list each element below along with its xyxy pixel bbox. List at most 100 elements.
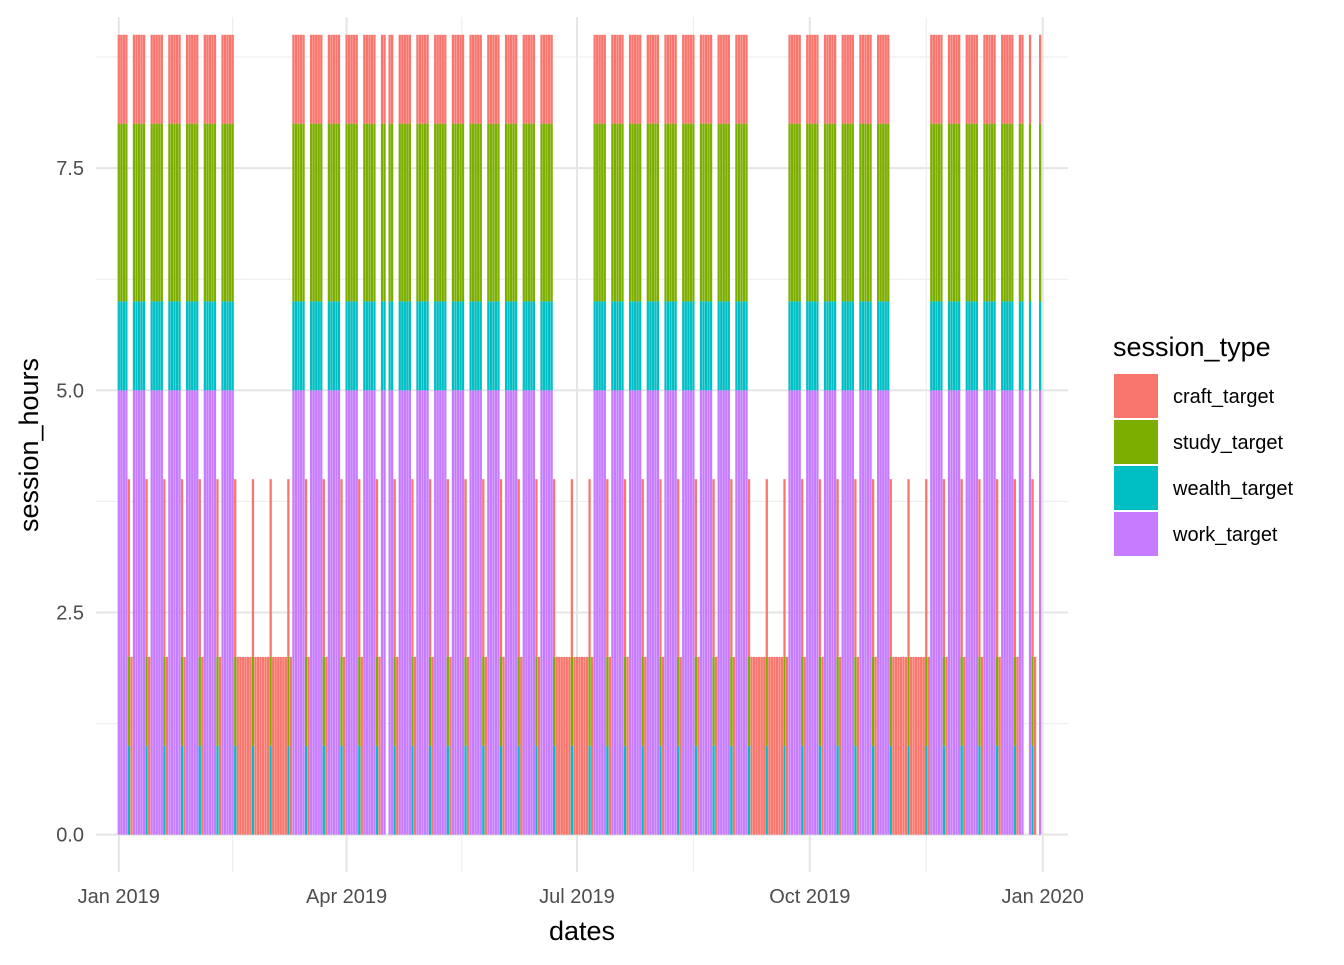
bar-segment-work_target: [628, 390, 632, 835]
bar-segment-work_target: [851, 390, 854, 835]
bar-segment-wealth_target: [887, 301, 890, 391]
bar-segment-study_target: [747, 656, 751, 746]
bar-segment-craft_target: [613, 34, 617, 124]
bar-segment-work_target: [841, 390, 844, 835]
bar-segment-study_target: [446, 656, 449, 746]
bar-segment-craft_target: [310, 34, 313, 124]
bar-segment-wealth_target: [507, 301, 510, 391]
bar-segment-wealth_target: [844, 301, 847, 391]
bar-segment-study_target: [477, 123, 480, 302]
bar-segment-wealth_target: [958, 301, 961, 391]
bar-segment-study_target: [930, 123, 933, 302]
bar-segment-study_target: [965, 123, 968, 302]
bar-segment-study_target: [170, 123, 174, 302]
bar-segment-wealth_target: [618, 301, 622, 391]
bar-segment-work_target: [173, 390, 176, 835]
bar-segment-craft_target: [208, 34, 212, 124]
bar-segment-study_target: [532, 123, 536, 302]
bar-segment-craft_target: [565, 656, 568, 835]
bar-segment-study_target: [689, 123, 692, 302]
bar-segment-wealth_target: [436, 301, 439, 391]
bar-segment-study_target: [621, 123, 624, 302]
bar-segment-work_target: [993, 390, 996, 835]
bar-segment-work_target: [788, 390, 791, 835]
bar-segment-craft_target: [403, 34, 406, 124]
bar-segment-craft_target: [585, 656, 589, 835]
bar-segment-work_target: [497, 390, 500, 835]
bar-segment-craft_target: [218, 656, 222, 835]
bar-segment-craft_target: [692, 34, 695, 124]
bar-segment-craft_target: [168, 34, 171, 124]
bar-segment-craft_target: [849, 34, 852, 124]
bar-segment-wealth_target: [304, 745, 308, 835]
bar-segment-study_target: [722, 123, 725, 302]
bar-segment-study_target: [588, 656, 591, 746]
bar-segment-craft_target: [940, 34, 943, 124]
bar-segment-wealth_target: [461, 301, 465, 391]
bar-segment-study_target: [358, 656, 361, 746]
bar-segment-craft_target: [297, 34, 300, 124]
bar-segment-study_target: [666, 123, 670, 302]
bar-segment-wealth_target: [811, 301, 814, 391]
bar-segment-wealth_target: [542, 301, 546, 391]
bar-segment-craft_target: [122, 34, 125, 124]
bar-segment-wealth_target: [616, 301, 619, 391]
bar-segment-craft_target: [677, 479, 680, 657]
y-tick-label: 0.0: [56, 825, 84, 847]
bar-segment-craft_target: [292, 34, 295, 124]
bar-segment-wealth_target: [623, 745, 627, 835]
bar-segment-work_target: [441, 390, 444, 835]
bar-segment-wealth_target: [1011, 301, 1014, 391]
bar-segment-study_target: [570, 656, 574, 746]
bar-segment-study_target: [208, 123, 212, 302]
bar-segment-craft_target: [720, 34, 723, 124]
bar-segment-study_target: [312, 123, 315, 302]
bar-segment-craft_target: [304, 479, 308, 657]
bar-segment-wealth_target: [725, 301, 728, 391]
bar-segment-wealth_target: [727, 301, 730, 391]
bar-segment-craft_target: [968, 34, 971, 124]
bar-segment-craft_target: [978, 479, 981, 657]
bar-segment-craft_target: [173, 34, 176, 124]
bar-segment-craft_target: [828, 34, 832, 124]
bar-segment-wealth_target: [317, 301, 320, 391]
bar-segment-craft_target: [332, 34, 336, 124]
bar-segment-craft_target: [558, 656, 561, 835]
bar-segment-study_target: [216, 656, 219, 746]
bar-segment-craft_target: [373, 34, 376, 124]
bar-segment-study_target: [712, 656, 715, 746]
bar-segment-wealth_target: [603, 301, 606, 391]
bar-segment-craft_target: [449, 656, 452, 835]
bar-segment-craft_target: [1039, 34, 1042, 124]
bar-segment-study_target: [292, 123, 295, 302]
bar-segment-wealth_target: [965, 301, 968, 391]
bar-segment-craft_target: [525, 34, 528, 124]
bar-segment-study_target: [393, 656, 396, 746]
bar-segment-craft_target: [272, 656, 275, 835]
bar-segment-craft_target: [515, 34, 518, 124]
bar-segment-work_target: [664, 390, 667, 835]
bar-segment-wealth_target: [932, 301, 935, 391]
bar-segment-work_target: [388, 390, 391, 835]
bar-segment-wealth_target: [871, 745, 875, 835]
bar-segment-wealth_target: [925, 745, 928, 835]
bar-segment-craft_target: [1031, 479, 1034, 657]
bar-segment-craft_target: [368, 34, 371, 124]
bar-segment-craft_target: [975, 34, 979, 124]
bar-segment-wealth_target: [196, 301, 199, 391]
bar-segment-work_target: [955, 390, 958, 835]
bar-segment-work_target: [1003, 390, 1006, 835]
bar-segment-study_target: [623, 656, 627, 746]
bar-segment-craft_target: [578, 656, 581, 835]
bar-segment-wealth_target: [163, 745, 166, 835]
bar-segment-craft_target: [423, 34, 427, 124]
bar-segment-work_target: [451, 390, 455, 835]
bar-segment-wealth_target: [907, 745, 910, 835]
bar-segment-wealth_target: [469, 301, 472, 391]
bar-segment-study_target: [831, 123, 834, 302]
bar-segment-craft_target: [315, 34, 318, 124]
bar-segment-study_target: [492, 123, 495, 302]
bar-segment-craft_target: [441, 34, 444, 124]
bar-segment-craft_target: [598, 34, 601, 124]
bar-segment-study_target: [251, 656, 255, 746]
